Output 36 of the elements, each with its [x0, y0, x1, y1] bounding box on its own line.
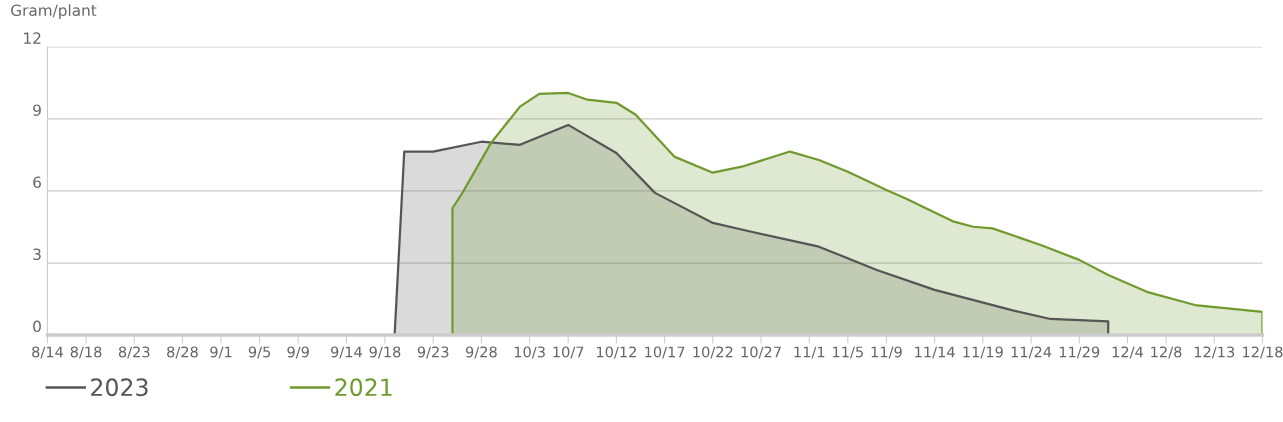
x-tick-label: 9/18 — [369, 346, 401, 359]
x-tick-label: 11/9 — [871, 346, 902, 359]
x-tick-label: 10/12 — [596, 346, 636, 359]
x-tick-label: 11/19 — [963, 346, 1003, 359]
y-tick-label: 0 — [33, 320, 41, 333]
legend-label: 2021 — [335, 378, 392, 397]
x-tick-label: 10/27 — [741, 346, 781, 359]
x-tick-label: 9/14 — [330, 346, 362, 359]
x-tick-label: 10/3 — [514, 346, 545, 359]
x-tick-label: 11/5 — [833, 346, 863, 359]
x-tick-label: 9/9 — [287, 346, 309, 359]
x-tick-label: 9/23 — [417, 346, 449, 359]
x-tick-label: 9/5 — [248, 346, 271, 359]
x-tick-label: 11/1 — [794, 346, 825, 359]
x-tick-label: 8/23 — [118, 346, 150, 359]
x-tick-label: 11/14 — [915, 346, 955, 359]
y-tick-label: 12 — [24, 32, 41, 44]
y-axis-title: Gram/plant — [11, 4, 97, 20]
x-tick-label: 11/24 — [1011, 346, 1052, 359]
x-tick-label: 10/7 — [553, 346, 584, 359]
x-tick-label: 8/28 — [167, 346, 198, 359]
y-tick-label: 3 — [33, 248, 41, 261]
x-tick-label: 10/17 — [645, 346, 685, 359]
x-tick-label: 9/1 — [210, 346, 232, 359]
x-tick-label: 9/28 — [465, 346, 497, 359]
x-tick-label: 12/4 — [1112, 346, 1144, 359]
y-tick-label: 6 — [33, 176, 41, 188]
x-tick-label: 8/18 — [70, 346, 102, 359]
x-tick-label: 10/22 — [693, 346, 733, 359]
x-tick-label: 11/29 — [1059, 346, 1100, 359]
x-tick-label: 12/18 — [1243, 346, 1283, 359]
legend-label: 2023 — [91, 378, 148, 397]
x-tick-label: 12/8 — [1151, 346, 1182, 359]
y-tick-label: 9 — [33, 104, 41, 116]
x-tick-label: 12/13 — [1194, 346, 1235, 359]
x-tick-label: 8/14 — [32, 346, 64, 359]
